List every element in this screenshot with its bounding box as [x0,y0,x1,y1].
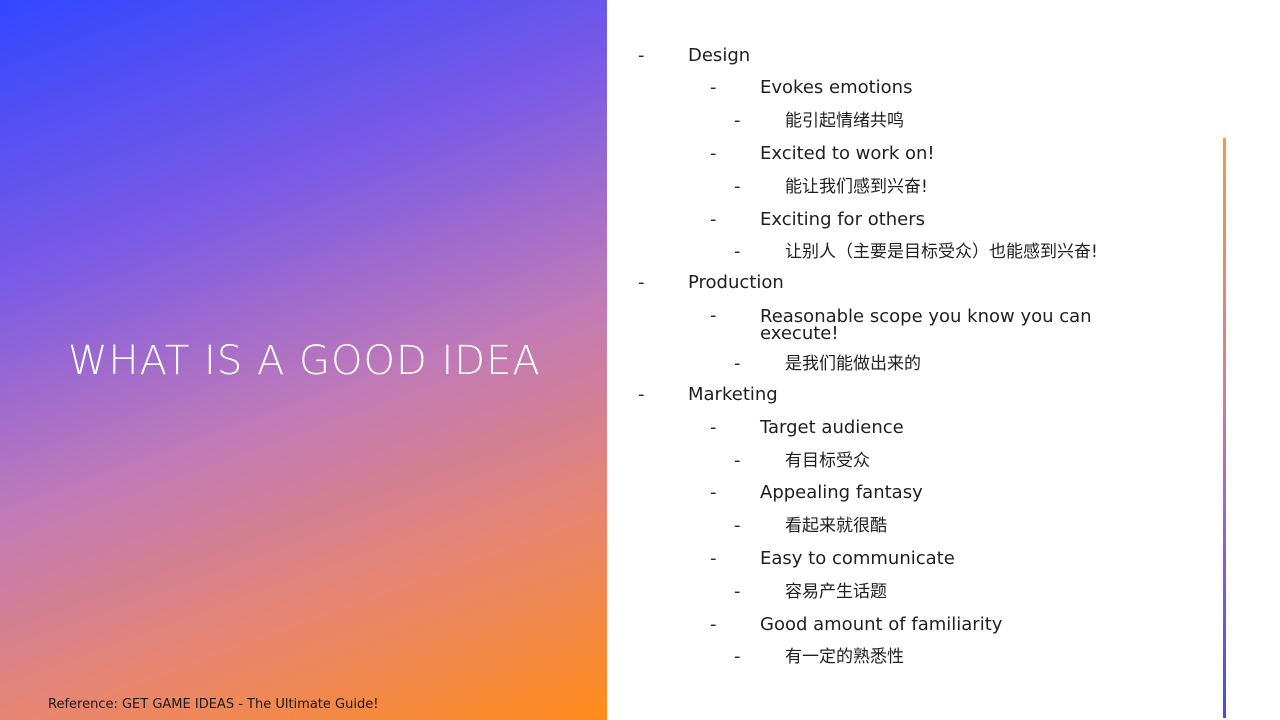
bullet-text: 让别人（主要是目标受众）也能感到兴奋! [785,242,1098,262]
bullet-text: 是我们能做出来的 [785,354,921,374]
bullet-dash: - [734,581,741,602]
bullet-text: 容易产生话题 [785,582,887,602]
bullet-dash: - [638,272,645,293]
bullet-text: 有一定的熟悉性 [785,647,904,667]
bullet-dash: - [710,143,717,164]
bullet-dash: - [710,417,717,438]
bullet-dash: - [734,176,741,197]
gradient-panel: WHAT IS A GOOD IDEA Reference: GET GAME … [0,0,607,720]
slide-title: WHAT IS A GOOD IDEA [68,338,541,384]
reference-text: Reference: GET GAME IDEAS - The Ultimate… [48,697,379,712]
bullet-dash: - [734,515,741,536]
bullet-text: Good amount of familiarity [760,614,1003,635]
bullet-dash: - [710,482,717,503]
bullet-dash: - [734,450,741,471]
bullet-dash: - [734,241,741,262]
bullet-dash: - [734,353,741,374]
bullet-dash: - [710,305,717,326]
bullet-dash: - [710,77,717,98]
bullet-text: Evokes emotions [760,77,913,98]
bullet-text: 能让我们感到兴奋! [785,177,928,197]
bullet-dash: - [710,209,717,230]
bullet-text: Production [688,272,784,293]
bullet-text: Excited to work on! [760,143,935,164]
bullet-text: 能引起情绪共鸣 [785,111,904,131]
accent-divider-line [1223,138,1226,718]
bullet-dash: - [710,614,717,635]
bullet-dash: - [710,548,717,569]
bullet-text: Reasonable scope you know you can execut… [760,306,1092,344]
bullet-text: 看起来就很酷 [785,516,887,536]
bullet-text: Design [688,45,751,66]
bullet-dash: - [734,646,741,667]
bullet-dash: - [638,45,645,66]
bullet-text: Appealing fantasy [760,482,923,503]
bullet-text: Marketing [688,384,778,405]
bullet-text: Exciting for others [760,209,926,230]
bullet-dash: - [734,110,741,131]
bullet-dash: - [638,384,645,405]
bullet-text: Target audience [760,417,904,438]
bullet-text: Easy to communicate [760,548,955,569]
bullet-text: 有目标受众 [785,451,870,471]
